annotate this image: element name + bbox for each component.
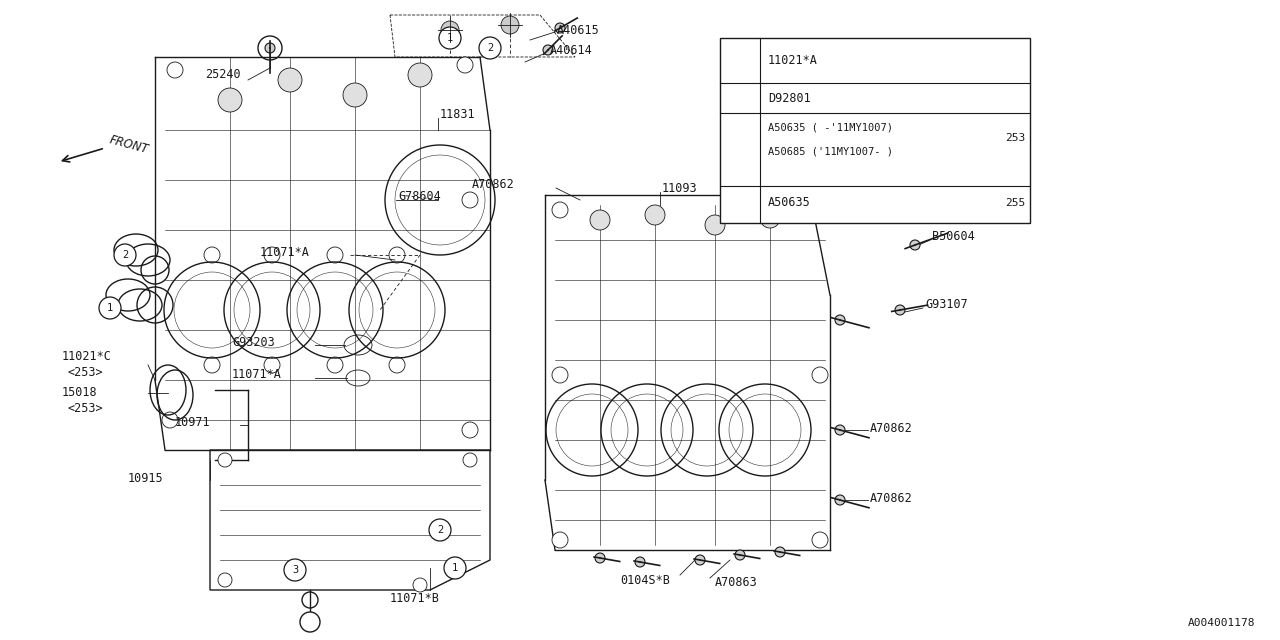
Circle shape [439, 27, 461, 49]
Circle shape [413, 578, 428, 592]
Circle shape [300, 612, 320, 632]
Circle shape [730, 139, 750, 159]
Text: A004001178: A004001178 [1188, 618, 1254, 628]
Text: A40615: A40615 [557, 24, 600, 36]
Circle shape [284, 559, 306, 581]
Circle shape [265, 43, 275, 53]
Text: 25240: 25240 [205, 68, 241, 81]
Circle shape [114, 244, 136, 266]
Circle shape [429, 519, 451, 541]
Text: 2: 2 [436, 525, 443, 535]
Text: G93107: G93107 [925, 298, 968, 312]
Text: 11071*A: 11071*A [260, 246, 310, 259]
Circle shape [812, 532, 828, 548]
Circle shape [835, 425, 845, 435]
Text: 11071*B: 11071*B [390, 591, 440, 605]
Text: A50685 ('11MY1007- ): A50685 ('11MY1007- ) [768, 146, 893, 156]
Text: D92801: D92801 [768, 92, 810, 104]
Circle shape [730, 88, 750, 108]
Circle shape [343, 83, 367, 107]
Text: FRONT: FRONT [108, 134, 150, 156]
Circle shape [835, 495, 845, 505]
Circle shape [457, 57, 474, 73]
Circle shape [835, 315, 845, 325]
Circle shape [479, 37, 500, 59]
Text: 2: 2 [737, 93, 744, 103]
Text: <253>: <253> [68, 401, 104, 415]
Text: G78604: G78604 [398, 191, 440, 204]
Circle shape [463, 453, 477, 467]
Circle shape [218, 88, 242, 112]
Circle shape [408, 63, 433, 87]
Text: 11021*A: 11021*A [768, 54, 818, 67]
Text: 15018: 15018 [61, 387, 97, 399]
Circle shape [166, 62, 183, 78]
Circle shape [735, 550, 745, 560]
Circle shape [218, 453, 232, 467]
Circle shape [645, 205, 666, 225]
Text: A50635 ( -'11MY1007): A50635 ( -'11MY1007) [768, 123, 893, 133]
Text: 10915: 10915 [128, 472, 164, 484]
Circle shape [552, 367, 568, 383]
Text: 11071*A: 11071*A [232, 369, 282, 381]
Text: 253: 253 [1005, 133, 1025, 143]
Text: A70862: A70862 [870, 492, 913, 504]
Text: A50635: A50635 [768, 196, 810, 209]
Text: 2: 2 [486, 43, 493, 53]
Text: 3: 3 [292, 565, 298, 575]
Circle shape [595, 553, 605, 563]
Circle shape [552, 202, 568, 218]
Circle shape [812, 202, 828, 218]
Text: 11093: 11093 [662, 182, 698, 195]
Circle shape [695, 555, 705, 565]
Circle shape [895, 305, 905, 315]
Text: 1: 1 [452, 563, 458, 573]
Text: 2: 2 [122, 250, 128, 260]
Text: 1: 1 [106, 303, 113, 313]
Circle shape [462, 422, 477, 438]
Bar [719, 38, 1030, 223]
Circle shape [99, 297, 122, 319]
Text: G93203: G93203 [232, 335, 275, 349]
Circle shape [444, 557, 466, 579]
Text: 0104S*B: 0104S*B [620, 573, 669, 586]
Circle shape [760, 208, 780, 228]
Text: A70863: A70863 [716, 577, 758, 589]
Text: A70862: A70862 [472, 179, 515, 191]
Circle shape [218, 573, 232, 587]
Circle shape [635, 557, 645, 567]
Text: A40614: A40614 [550, 44, 593, 56]
Text: <253>: <253> [68, 365, 104, 378]
Text: 10971: 10971 [175, 415, 211, 429]
Circle shape [163, 412, 178, 428]
Text: 11021*C: 11021*C [61, 351, 111, 364]
Text: 11831: 11831 [440, 109, 476, 122]
Text: 255: 255 [1005, 198, 1025, 208]
Circle shape [556, 23, 564, 33]
Circle shape [462, 192, 477, 208]
Circle shape [730, 51, 750, 71]
Circle shape [500, 16, 518, 34]
Circle shape [774, 547, 785, 557]
Text: 1: 1 [447, 33, 453, 43]
Text: 1: 1 [737, 56, 744, 66]
Circle shape [812, 367, 828, 383]
Text: A70862: A70862 [870, 422, 913, 435]
Circle shape [590, 210, 611, 230]
Circle shape [278, 68, 302, 92]
Text: B50604: B50604 [932, 230, 975, 243]
Circle shape [705, 215, 724, 235]
Circle shape [552, 532, 568, 548]
Circle shape [543, 45, 553, 55]
Circle shape [910, 240, 920, 250]
Circle shape [442, 21, 460, 39]
Text: 3: 3 [737, 144, 744, 154]
